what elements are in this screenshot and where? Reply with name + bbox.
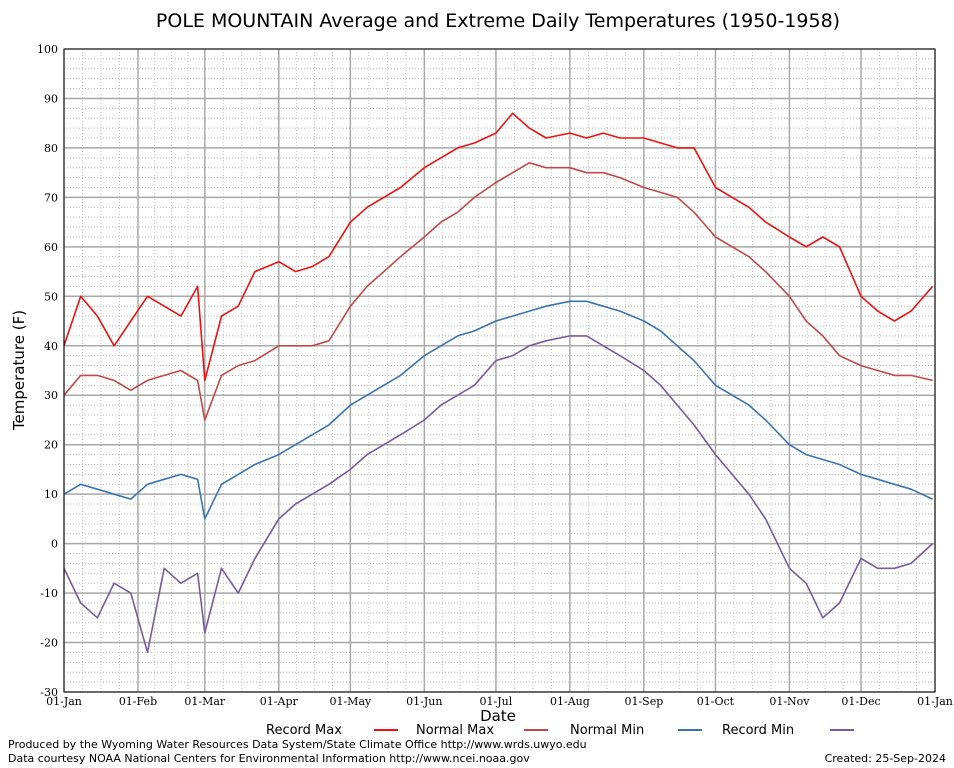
- x-tick-label: 01-May: [329, 695, 372, 708]
- y-tick-label: 20: [44, 439, 58, 452]
- minor-grid: [64, 49, 935, 692]
- y-tick-label: 100: [37, 43, 58, 56]
- y-tick-label: 60: [44, 241, 58, 254]
- y-tick-label: 0: [51, 538, 58, 551]
- y-tick-label: -10: [40, 587, 58, 600]
- y-tick-label: 80: [44, 142, 58, 155]
- x-tick-label: 01-Jan: [917, 695, 953, 708]
- y-tick-label: 70: [44, 191, 58, 204]
- legend-label: Normal Max: [416, 723, 494, 738]
- x-tick-labels: 01-Jan 01-Feb 01-Mar 01-Apr 01-May 01-Jun 01-J…: [46, 695, 953, 708]
- x-tick-label: 01-Dec: [841, 695, 880, 708]
- y-axis-label: Temperature (F): [10, 310, 28, 431]
- x-tick-label: 01-Jun: [406, 695, 442, 708]
- series-line-record-max: [63, 112, 934, 382]
- x-tick-label: 01-Jul: [480, 695, 513, 708]
- chart-title: POLE MOUNTAIN Average and Extreme Daily …: [156, 10, 840, 32]
- x-tick-label: 01-Aug: [550, 695, 590, 708]
- legend-label: Record Min: [722, 723, 794, 738]
- series-layer: [63, 112, 934, 654]
- footer-produced: Produced by the Wyoming Water Resources …: [8, 738, 587, 751]
- footer-courtesy: Data courtesy NOAA National Centers for …: [8, 752, 530, 765]
- x-tick-label: 01-Sep: [624, 695, 663, 708]
- y-tick-label: 10: [44, 488, 58, 501]
- series-line-record-min: [63, 335, 934, 654]
- legend-label: Normal Min: [570, 723, 644, 738]
- x-tick-label: 01-Nov: [769, 695, 810, 708]
- y-tick-label: 50: [44, 290, 58, 303]
- x-axis-label: Date: [480, 707, 516, 725]
- plot-frame: [63, 48, 936, 693]
- y-tick-label: -20: [40, 637, 58, 650]
- y-tick-label: 90: [44, 92, 58, 105]
- legend-label: Record Max: [266, 723, 342, 738]
- y-tick-label: 30: [44, 389, 58, 402]
- series-line-normal-min: [63, 300, 933, 520]
- footer-created: Created: 25-Sep-2024: [825, 752, 946, 765]
- major-grid: [63, 48, 936, 693]
- x-tick-label: 01-Apr: [260, 695, 299, 708]
- x-tick-label: 01-Mar: [184, 695, 226, 708]
- x-tick-label: 01-Feb: [119, 695, 157, 708]
- x-tick-label: 01-Jan: [46, 695, 82, 708]
- y-tick-label: 40: [44, 340, 58, 353]
- y-tick-label: -30: [40, 686, 58, 699]
- legend: Record Max Normal Max Normal Min Record Min: [266, 723, 854, 738]
- series-line-normal-max: [63, 162, 933, 421]
- x-tick-label: 01-Oct: [697, 695, 735, 708]
